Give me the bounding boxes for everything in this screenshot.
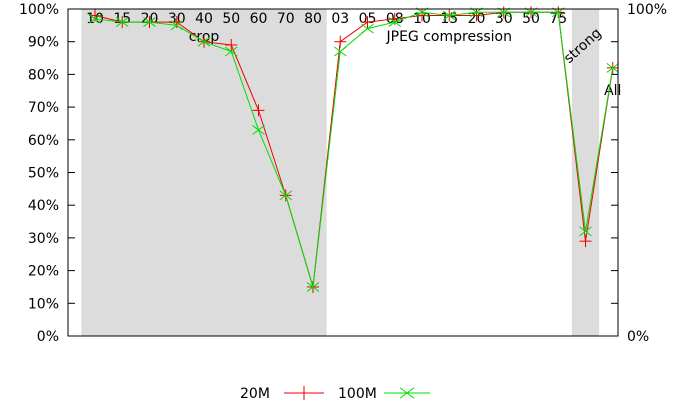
y-tick-label: 20% xyxy=(28,264,59,280)
y-tick-label: 60% xyxy=(28,133,59,149)
group-label: JPEG compression xyxy=(386,29,512,45)
y-tick-label: 0% xyxy=(37,329,59,345)
legend-marker xyxy=(399,387,415,399)
group-shading-2 xyxy=(571,9,600,336)
x-tick-label: 70 xyxy=(277,11,295,27)
series-1-point xyxy=(143,17,156,27)
series-0-point xyxy=(334,35,347,48)
y-tick-label: 100% xyxy=(19,2,59,18)
series-1-point xyxy=(306,282,320,292)
group-shading xyxy=(81,9,600,336)
legend-marker xyxy=(297,386,311,400)
group-label: All xyxy=(604,83,621,99)
y2-axis: 0% 100% xyxy=(611,2,667,345)
x-tick-label: 40 xyxy=(195,11,213,27)
series-1-point xyxy=(361,23,374,34)
series-1-point xyxy=(579,226,592,237)
y2-tick-label: 0% xyxy=(627,329,649,345)
group-shading-0 xyxy=(81,9,327,336)
plot-frame xyxy=(67,8,619,337)
series-0-point xyxy=(252,104,265,117)
x-tick-label: 80 xyxy=(304,11,322,27)
legend-label: 100M xyxy=(338,386,377,402)
series-1-point xyxy=(442,10,456,21)
series-1-point xyxy=(333,46,347,57)
y-tick-label: 10% xyxy=(28,296,59,312)
series-1-point xyxy=(197,36,211,47)
series-0-point xyxy=(579,235,592,248)
series-1-point xyxy=(88,13,102,24)
series-line-1 xyxy=(94,11,614,288)
x-tick-label: 60 xyxy=(250,11,268,27)
series-1-point xyxy=(115,17,129,27)
legend: 20M 100M xyxy=(240,386,430,402)
y-tick-label: 30% xyxy=(28,231,59,247)
x-tick-label: 03 xyxy=(331,11,349,27)
y-axis: 0% 10% 20% 30% 40% 50% 60% 70% 80% 90% 100% xyxy=(19,2,75,345)
x-tick-label: 50 xyxy=(222,11,240,27)
series-1-point xyxy=(252,125,265,135)
y-tick-label: 50% xyxy=(28,166,59,182)
y-tick-label: 80% xyxy=(28,67,59,83)
series-1-point xyxy=(224,46,238,57)
y-tick-label: 40% xyxy=(28,198,59,214)
series-1-point xyxy=(170,20,184,31)
y2-tick-label: 100% xyxy=(627,2,667,18)
y-tick-label: 90% xyxy=(28,35,59,51)
series-1-point xyxy=(279,190,293,201)
series-0-point xyxy=(361,16,374,29)
y-tick-label: 70% xyxy=(28,100,59,116)
series-1-point xyxy=(606,62,620,73)
series-0-point xyxy=(225,38,238,51)
series-1-point xyxy=(388,17,402,27)
legend-label: 20M xyxy=(240,386,270,402)
